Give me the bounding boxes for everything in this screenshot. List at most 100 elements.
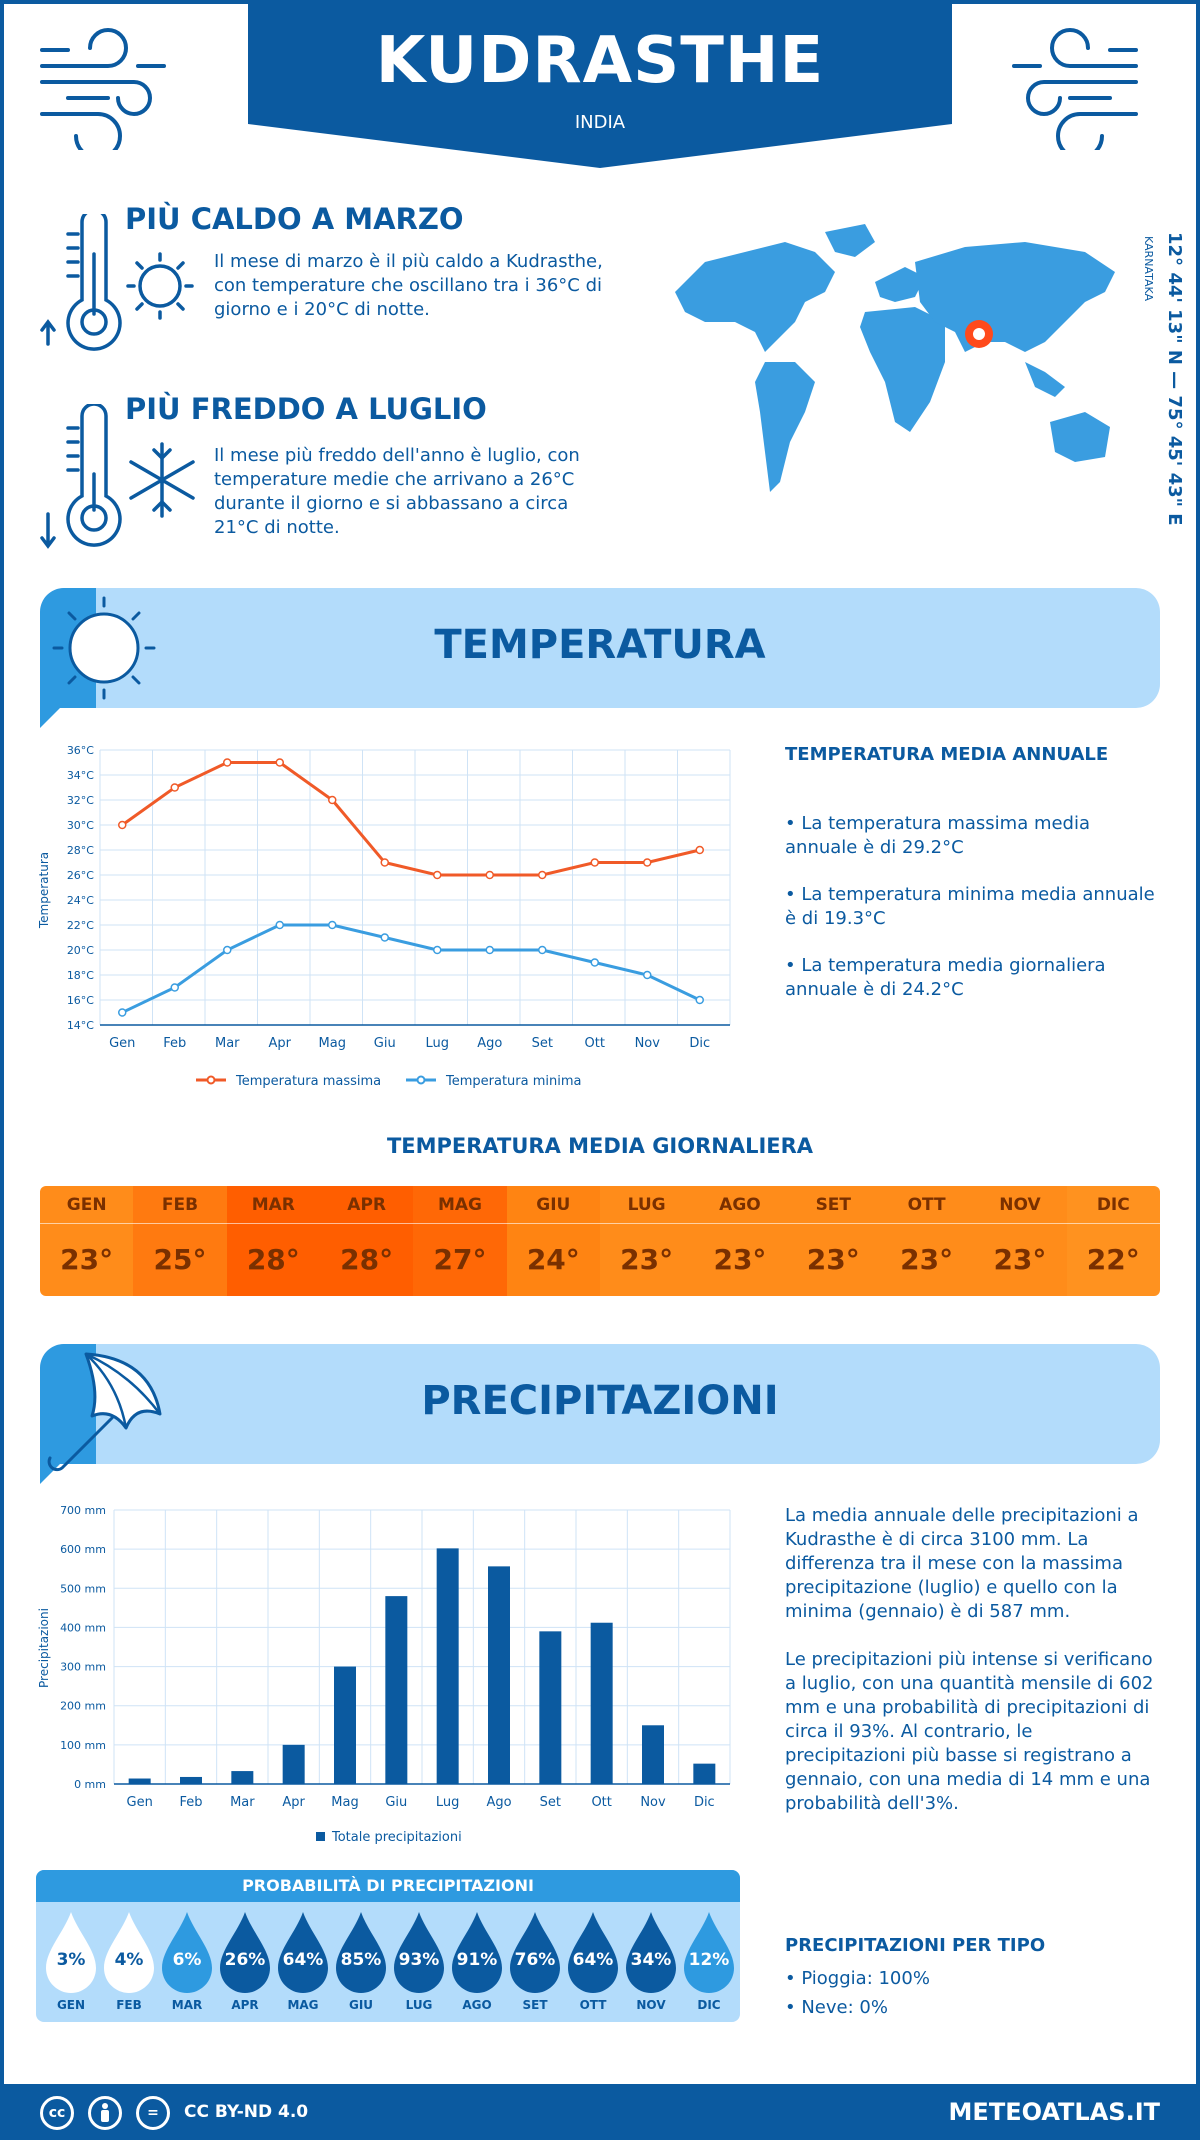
daily-temp-cell: SET 23° (786, 1186, 880, 1296)
data-point (118, 1008, 127, 1017)
precip-paragraph-2: Le precipitazioni più intense si verific… (785, 1649, 1154, 1814)
precipitation-chart: 0 mm 100 mm 200 mm 300 mm 400 mm 500 mm 600 mm… (37, 1504, 731, 1845)
probability-month: GEN (56, 1998, 86, 2012)
daily-temp-cell: GIU 24° (506, 1186, 600, 1296)
precip-bar (334, 1666, 356, 1784)
daily-temp-title: TEMPERATURA MEDIA GIORNALIERA (386, 1134, 814, 1158)
temperature-legend: Temperatura massima Temperatura minima (196, 1074, 582, 1089)
cc-icon: cc (40, 2096, 74, 2130)
wind-icon (40, 28, 166, 150)
probability-month: NOV (636, 1998, 666, 2012)
y-tick-label: 36°C (67, 744, 94, 757)
y-tick-label: 20°C (67, 944, 94, 957)
no-derivatives-icon: = (136, 2096, 170, 2130)
data-point (643, 858, 652, 867)
cold-thermometer-icon (40, 404, 195, 549)
coordinates: 12° 44' 13" N — 75° 45' 43" E KARNATAKA (1142, 232, 1185, 526)
temperature-y-label: Temperatura (37, 852, 51, 929)
y-tick-label: 26°C (67, 869, 94, 882)
data-point (695, 845, 704, 855)
temperature-title: TEMPERATURA (434, 622, 766, 668)
precip-bar (642, 1725, 664, 1784)
daily-month: GIU (506, 1186, 600, 1224)
y-tick-label: 28°C (67, 844, 94, 857)
daily-month: NOV (973, 1186, 1067, 1224)
probability-value: 91% (456, 1950, 498, 1970)
y-tick-label: 16°C (67, 994, 94, 1007)
probability-drop: 85% GIU (334, 1910, 388, 2012)
precip-bar (282, 1744, 305, 1784)
data-point (538, 870, 547, 880)
daily-temp-cell: NOV 23° (973, 1186, 1067, 1296)
raindrop-icon (336, 1912, 386, 1993)
data-point (590, 858, 599, 867)
data-point (380, 933, 389, 942)
probability-value: 93% (398, 1950, 440, 1970)
probability-month: LUG (405, 1998, 433, 2012)
precip-bar (180, 1776, 202, 1784)
data-point (328, 795, 337, 805)
precipitation-legend: Totale precipitazioni (316, 1830, 462, 1845)
probability-value: 26% (224, 1950, 266, 1970)
probability-drop: 12% DIC (682, 1910, 736, 2012)
min-temp-line (121, 923, 701, 1014)
probability-drop: 64% MAG (276, 1910, 330, 2012)
precipitation-y-label: Precipitazioni (37, 1608, 51, 1688)
daily-value: 28° (246, 1243, 300, 1276)
raindrop-icon (46, 1912, 96, 1993)
site-link[interactable]: METEOATLAS.IT (948, 2098, 1160, 2126)
x-tick-label: Set (540, 1795, 561, 1810)
x-tick-label: Gen (127, 1795, 153, 1810)
probability-month: FEB (116, 1998, 142, 2012)
probability-month: DIC (697, 1998, 721, 2012)
probability-drop: 91% AGO (450, 1910, 504, 2012)
daily-temp-cell: APR 28° (319, 1186, 414, 1296)
precip-bar (693, 1763, 716, 1784)
daily-month: FEB (133, 1186, 227, 1224)
legend-min: Temperatura minima (445, 1074, 582, 1089)
daily-value: 23° (620, 1243, 674, 1276)
wind-icon (1012, 28, 1138, 150)
legend-total: Totale precipitazioni (331, 1830, 462, 1845)
data-point (538, 945, 547, 955)
temperature-banner (40, 588, 1160, 708)
x-tick-label: Gen (109, 1036, 135, 1051)
probability-drop: 3% GEN (44, 1910, 98, 2012)
daily-month: OTT (879, 1186, 974, 1224)
probability-drop: 4% FEB (102, 1910, 156, 2012)
daily-value: 23° (806, 1243, 860, 1276)
data-point (223, 758, 232, 767)
daily-value: 27° (433, 1243, 487, 1276)
world-map (675, 224, 1115, 492)
annual-min-text: • La temperatura minima media annuale è … (785, 884, 1155, 929)
precip-paragraph-1: La media annuale delle precipitazioni a … (785, 1505, 1139, 1622)
y-tick-label: 400 mm (60, 1621, 106, 1634)
daily-value: 22° (1086, 1243, 1140, 1276)
city-name: KUDRASTHE (375, 24, 825, 98)
data-point (433, 945, 442, 955)
daily-month: APR (319, 1186, 414, 1224)
data-point (223, 945, 232, 955)
raindrop-icon (510, 1912, 560, 1993)
data-point (170, 783, 179, 792)
precip-bar (231, 1771, 254, 1784)
raindrop-icon (684, 1912, 734, 1993)
daily-month: GEN (40, 1186, 134, 1224)
x-tick-label: Giu (374, 1036, 396, 1051)
data-point (643, 970, 652, 980)
x-tick-label: Mag (319, 1036, 346, 1051)
temperature-chart: 14°C 16°C 18°C 20°C 22°C 24°C 26°C 28°C 30°C 32°C… (37, 744, 731, 1089)
precip-probability: PROBABILITÀ DI PRECIPITAZIONI 3% GEN 4% FEB… (36, 1870, 740, 2022)
x-tick-label: Lug (436, 1795, 460, 1810)
data-point (275, 920, 284, 930)
data-point (485, 870, 494, 880)
daily-temp-cell: GEN 23° (40, 1186, 134, 1296)
probability-month: GIU (348, 1998, 374, 2012)
snow-share: • Neve: 0% (785, 1997, 888, 2018)
country-name: INDIA (574, 112, 626, 133)
y-tick-label: 30°C (67, 819, 94, 832)
probability-month: APR (231, 1998, 259, 2012)
daily-value: 23° (713, 1243, 767, 1276)
umbrella-icon (40, 1344, 162, 1484)
probability-value: 64% (572, 1950, 614, 1970)
